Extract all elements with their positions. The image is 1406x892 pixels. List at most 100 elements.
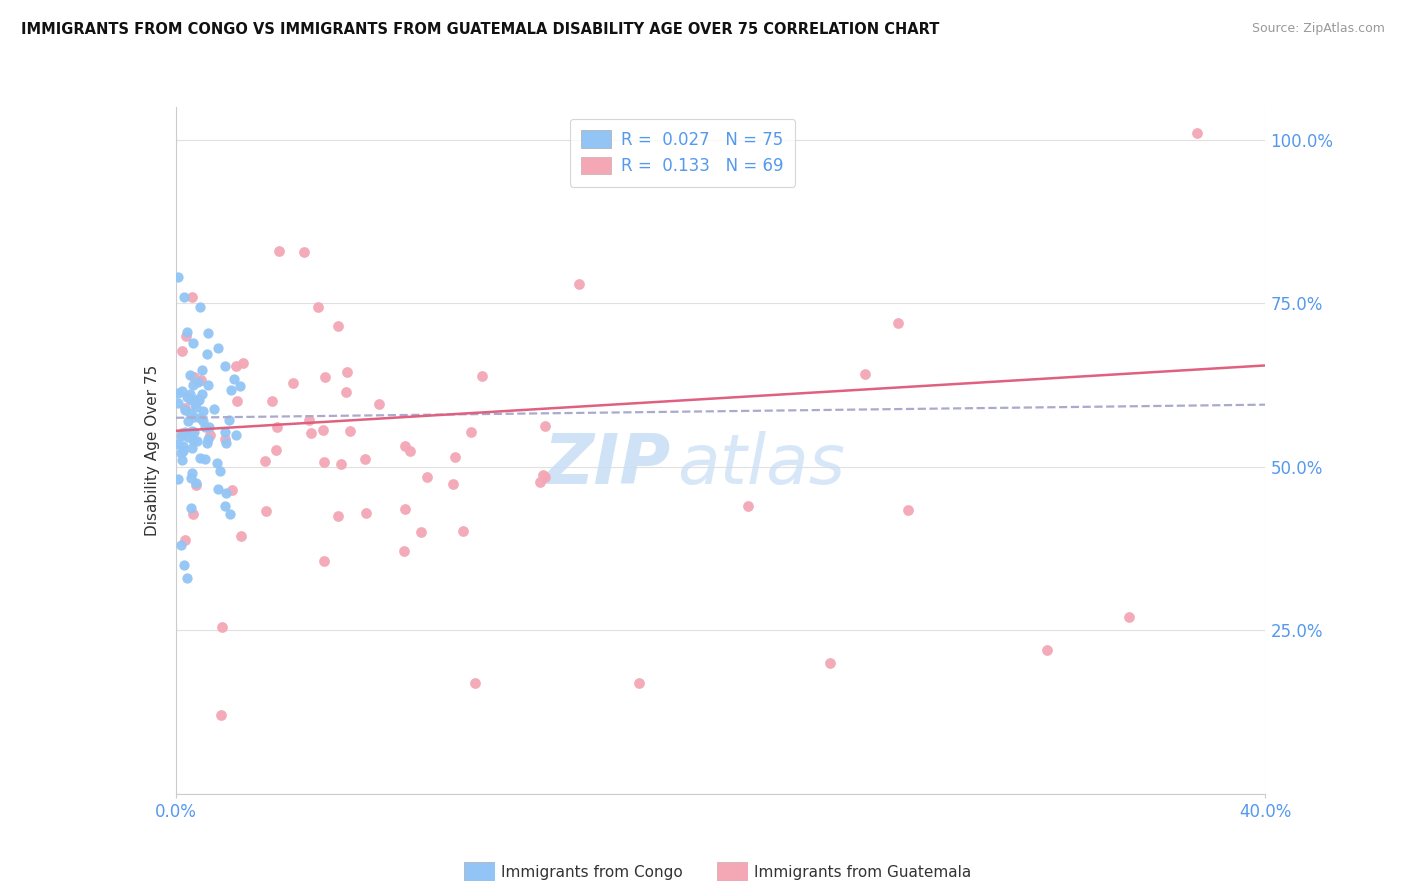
Point [179,368,201,383]
Point [264,442,287,457]
Point [339,424,361,438]
Text: Source: ZipAtlas.com: Source: ZipAtlas.com [1251,22,1385,36]
Point [177,430,200,444]
Point [184,397,207,411]
Point [444,450,467,464]
Point [534,419,557,434]
Point [222,372,245,386]
Point [225,359,247,373]
Point [219,507,242,521]
Point [173,533,195,547]
Point [188,411,211,425]
Point [209,708,232,723]
Point [207,341,229,355]
Point [187,392,209,406]
Point [254,503,277,517]
Point [416,470,439,484]
Point [292,245,315,260]
Point [191,386,214,401]
Point [353,451,375,466]
Point [214,432,236,446]
Point [190,373,212,387]
Point [392,544,415,558]
Point [184,476,207,491]
Point [336,365,359,379]
Point [170,428,193,442]
Point [529,475,551,489]
Point [195,347,218,361]
Point [215,436,238,450]
Point [176,390,198,404]
Point [326,319,349,334]
Point [225,394,247,409]
Point [312,423,335,437]
Point [356,506,378,520]
Point [531,468,554,483]
Point [172,425,194,440]
Point [188,451,211,466]
Point [186,434,208,448]
Point [394,439,416,453]
Point [215,486,238,500]
Point [254,454,277,468]
Point [218,413,240,427]
Point [167,437,190,451]
Point [229,529,252,543]
Point [232,356,254,370]
Point [460,425,482,439]
Point [229,379,252,393]
Point [307,300,329,314]
Point [441,476,464,491]
Point [167,396,190,410]
Point [209,464,232,478]
Text: IMMIGRANTS FROM CONGO VS IMMIGRANTS FROM GUATEMALA DISABILITY AGE OVER 75 CORREL: IMMIGRANTS FROM CONGO VS IMMIGRANTS FROM… [21,22,939,37]
Point [314,370,336,384]
Point [298,413,321,427]
Point [179,392,201,407]
Point [180,290,202,304]
Point [330,457,353,471]
Point [179,392,201,407]
Point [176,571,198,585]
Text: ZIP: ZIP [544,431,672,498]
Point [172,439,194,453]
Point [207,482,229,496]
Point [886,316,908,330]
Point [398,443,420,458]
Point [195,436,218,450]
Point [191,414,214,428]
Legend: R =  0.027   N = 75, R =  0.133   N = 69: R = 0.027 N = 75, R = 0.133 N = 69 [569,119,796,186]
Point [312,554,335,568]
Point [174,403,197,417]
Point [172,442,194,457]
Point [184,401,207,415]
Point [170,384,193,398]
Point [174,425,197,439]
Point [221,483,243,497]
Point [183,370,205,384]
Point [225,427,247,442]
Point [211,620,233,634]
Point [170,538,193,552]
Point [299,425,322,440]
Point [471,369,494,384]
Point [335,385,357,400]
Point [187,375,209,389]
Point [170,453,193,467]
Point [172,443,194,458]
Point [260,394,283,409]
Point [1187,126,1209,140]
Point [451,524,474,538]
Point [184,478,207,492]
Point [312,455,335,469]
Point [198,428,221,442]
Point [176,325,198,339]
Point [464,675,486,690]
Point [179,500,201,515]
Point [266,420,288,434]
Point [394,502,416,516]
Point [183,409,205,424]
Text: Immigrants from Guatemala: Immigrants from Guatemala [754,865,972,880]
Point [214,425,236,439]
Text: atlas: atlas [678,431,845,498]
